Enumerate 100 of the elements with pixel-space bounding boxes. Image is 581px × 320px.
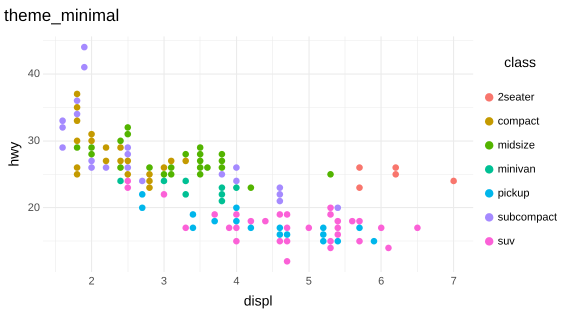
point: [284, 238, 290, 245]
point: [276, 198, 284, 204]
point: [320, 231, 327, 238]
point: [218, 191, 226, 198]
point: [146, 170, 153, 178]
point: [392, 170, 400, 178]
point: [182, 191, 189, 198]
point: [385, 244, 392, 252]
y-axis-title: hwy: [5, 142, 22, 167]
point: [392, 164, 400, 171]
point: [218, 184, 226, 191]
point: [102, 158, 110, 164]
point: [356, 184, 363, 191]
point: [276, 184, 284, 191]
point: [233, 178, 240, 184]
point: [276, 224, 284, 232]
point: [334, 238, 342, 245]
point: [102, 144, 110, 151]
point: [160, 191, 168, 198]
point: [81, 44, 88, 50]
legend-label: compact: [498, 115, 540, 128]
point: [248, 184, 254, 191]
point: [276, 231, 284, 238]
point: [226, 224, 232, 232]
point: [182, 150, 189, 158]
point: [190, 224, 196, 232]
point: [88, 164, 95, 171]
point: [160, 170, 168, 178]
point: [74, 164, 80, 171]
x-tick-label: 4: [233, 276, 240, 288]
point: [117, 178, 124, 184]
point: [262, 218, 269, 224]
point: [211, 218, 218, 224]
point: [182, 224, 189, 232]
point: [276, 211, 284, 218]
point: [248, 218, 254, 224]
point: [233, 218, 240, 224]
point: [334, 231, 342, 238]
legend-label: midsize: [498, 139, 535, 152]
legend-title: class: [504, 54, 536, 70]
point: [124, 124, 132, 131]
point: [88, 150, 95, 158]
point: [182, 158, 189, 164]
point: [74, 138, 80, 144]
point: [74, 97, 80, 104]
point: [218, 198, 226, 204]
point: [146, 184, 153, 191]
point: [124, 170, 132, 178]
point: [124, 178, 132, 184]
point: [124, 150, 132, 158]
point: [378, 224, 385, 232]
point: [327, 244, 334, 252]
legend-label: pickup: [498, 187, 530, 200]
point: [196, 150, 204, 158]
point: [248, 224, 254, 232]
point: [117, 138, 124, 144]
point: [276, 191, 284, 198]
point: [160, 178, 168, 184]
point: [190, 211, 196, 218]
point: [102, 164, 110, 171]
point: [196, 170, 204, 178]
point: [356, 164, 363, 171]
point: [88, 138, 95, 144]
point: [204, 164, 211, 171]
point: [327, 238, 334, 245]
x-tick-label: 3: [160, 276, 168, 288]
point: [146, 178, 153, 184]
legend-label: suv: [498, 235, 516, 248]
point: [320, 224, 327, 232]
point: [233, 238, 240, 245]
point: [196, 164, 204, 171]
point: [138, 204, 146, 212]
point: [450, 178, 457, 184]
point: [117, 158, 124, 164]
point: [334, 204, 342, 212]
point: [88, 130, 95, 138]
point: [284, 211, 290, 218]
point: [233, 204, 240, 212]
point: [146, 164, 153, 171]
x-tick-label: 6: [378, 276, 384, 288]
point: [327, 204, 334, 212]
point: [124, 164, 132, 171]
point: [284, 224, 290, 232]
point: [74, 170, 80, 178]
y-tick-label: 40: [28, 68, 40, 80]
point: [182, 178, 189, 184]
point: [327, 211, 334, 218]
point: [168, 158, 175, 164]
point: [124, 184, 132, 191]
point: [74, 104, 80, 111]
point: [334, 218, 342, 224]
point: [88, 144, 95, 151]
x-axis-title: displ: [244, 292, 273, 308]
point: [124, 144, 132, 151]
point: [284, 231, 290, 238]
point: [356, 224, 363, 232]
point: [276, 238, 284, 245]
legend-label: subcompact: [498, 211, 558, 224]
point: [218, 170, 226, 178]
point: [370, 238, 378, 245]
